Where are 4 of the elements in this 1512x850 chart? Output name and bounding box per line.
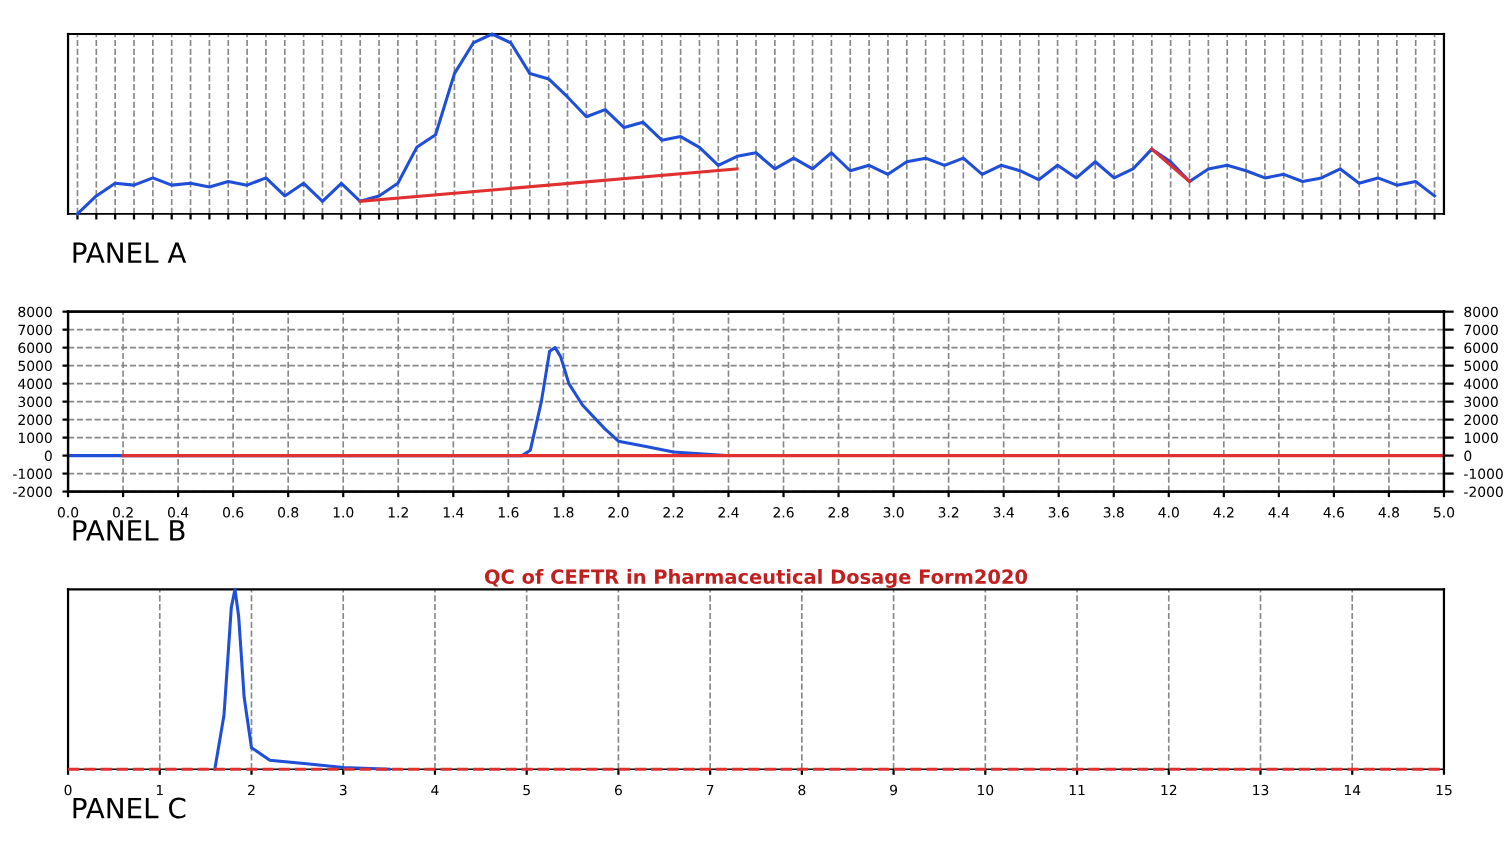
- text: PANEL A: [73, 242, 187, 263]
- text: PANEL B: [73, 520, 185, 541]
- text: PANEL C: [73, 797, 186, 819]
- chart-title: QC of CEFTR in Pharmaceutical Dosage Form2020: [484, 569, 1028, 588]
